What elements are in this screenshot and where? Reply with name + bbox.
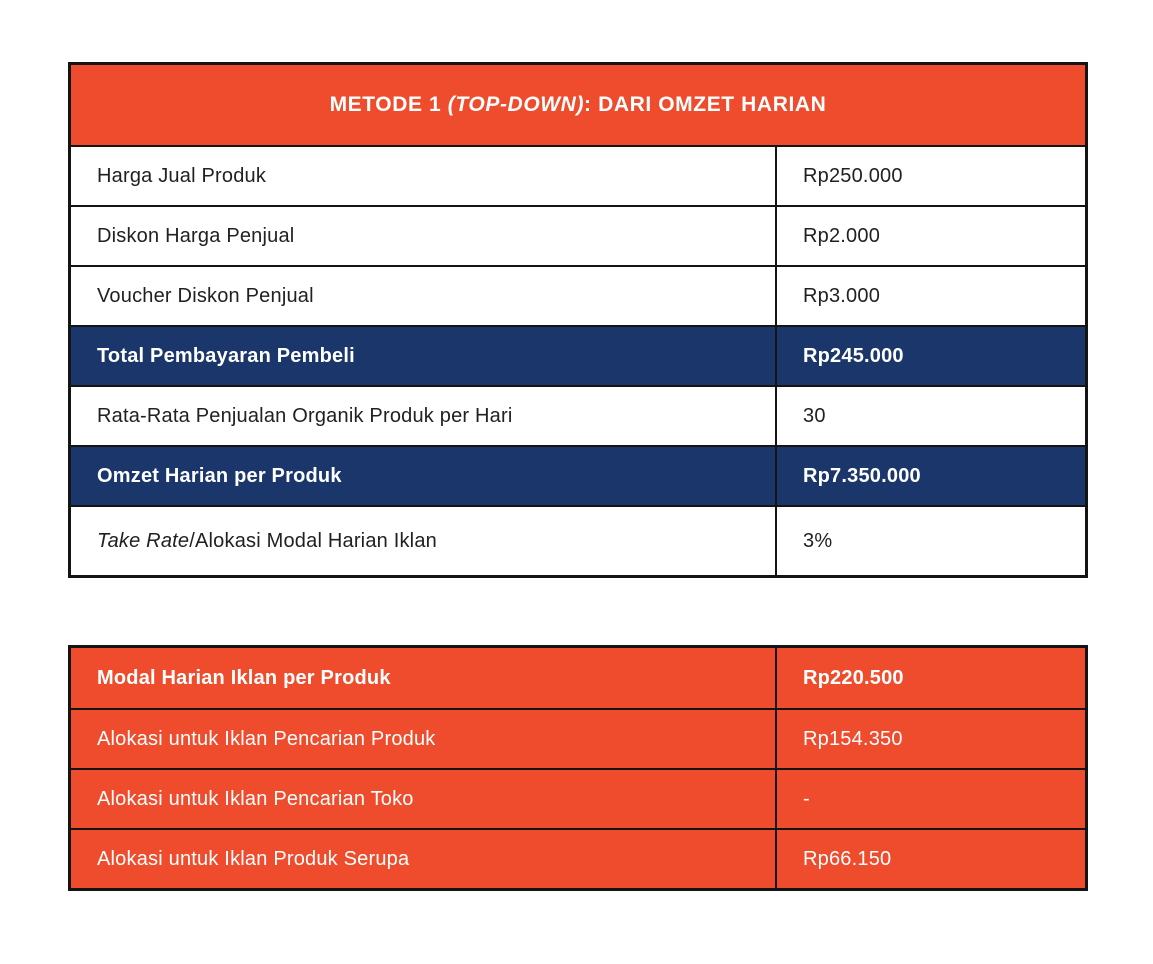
table-row: Rata-Rata Penjualan Organik Produk per H…	[71, 385, 1085, 445]
row-label: Total Pembayaran Pembeli	[97, 344, 355, 367]
row-value: Rp154.350	[775, 710, 1085, 768]
table-row-highlight-omzet: Omzet Harian per Produk Rp7.350.000	[71, 445, 1085, 505]
row-value: 30	[775, 387, 1085, 445]
row-value: Rp250.000	[775, 147, 1085, 205]
row-label: Take Rate/Alokasi Modal Harian Iklan	[71, 507, 775, 575]
row-label-italic: Take Rate	[97, 529, 190, 552]
method1-table: METODE 1 (TOP-DOWN): DARI OMZET HARIAN H…	[68, 62, 1088, 578]
row-label: Harga Jual Produk	[97, 164, 267, 187]
row-label: Rata-Rata Penjualan Organik Produk per H…	[97, 404, 513, 427]
row-label: Alokasi untuk Iklan Pencarian Toko	[97, 787, 414, 810]
table-row: Harga Jual Produk Rp250.000	[71, 145, 1085, 205]
row-value: Rp3.000	[775, 267, 1085, 325]
table-row: Voucher Diskon Penjual Rp3.000	[71, 265, 1085, 325]
row-value: -	[775, 770, 1085, 828]
row-label: Modal Harian Iklan per Produk	[97, 666, 391, 689]
table-row: Alokasi untuk Iklan Pencarian Produk Rp1…	[71, 708, 1085, 768]
header-title-prefix: METODE 1	[329, 93, 442, 116]
method1-table-header: METODE 1 (TOP-DOWN): DARI OMZET HARIAN	[71, 65, 1085, 145]
table-row-highlight-total: Total Pembayaran Pembeli Rp245.000	[71, 325, 1085, 385]
header-title-suffix: : DARI OMZET HARIAN	[584, 93, 827, 116]
row-label-rest: /Alokasi Modal Harian Iklan	[189, 529, 437, 552]
row-value: Rp2.000	[775, 207, 1085, 265]
row-value: Rp7.350.000	[775, 447, 1085, 505]
table-row: Alokasi untuk Iklan Produk Serupa Rp66.1…	[71, 828, 1085, 888]
row-label: Diskon Harga Penjual	[97, 224, 295, 247]
row-label: Alokasi untuk Iklan Produk Serupa	[97, 847, 410, 870]
allocation-table: Modal Harian Iklan per Produk Rp220.500 …	[68, 645, 1088, 891]
table-row: Alokasi untuk Iklan Pencarian Toko -	[71, 768, 1085, 828]
row-label: Alokasi untuk Iklan Pencarian Produk	[97, 727, 436, 750]
row-value: 3%	[775, 507, 1085, 575]
row-value: Rp220.500	[775, 648, 1085, 708]
table-row: Diskon Harga Penjual Rp2.000	[71, 205, 1085, 265]
header-title-italic: (TOP-DOWN)	[447, 93, 585, 116]
row-label: Omzet Harian per Produk	[97, 464, 342, 487]
row-value: Rp245.000	[775, 327, 1085, 385]
row-label: Voucher Diskon Penjual	[97, 284, 314, 307]
table-row: Take Rate/Alokasi Modal Harian Iklan 3%	[71, 505, 1085, 575]
row-value: Rp66.150	[775, 830, 1085, 888]
table-row-modal-harian: Modal Harian Iklan per Produk Rp220.500	[71, 648, 1085, 708]
